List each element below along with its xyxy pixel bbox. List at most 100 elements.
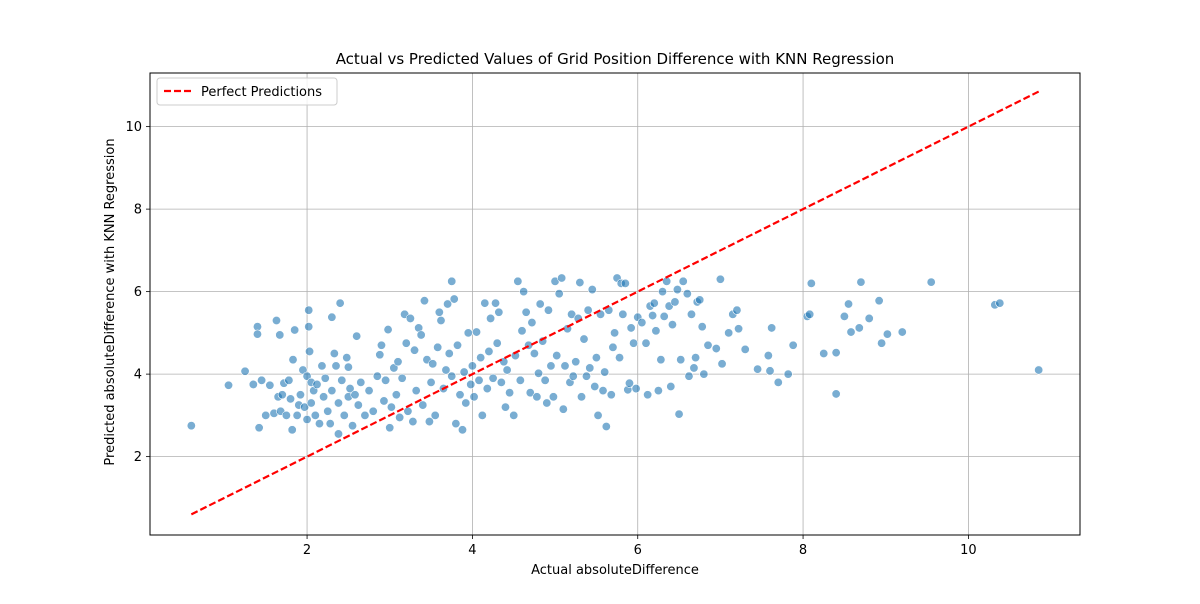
scatter-point: [653, 386, 663, 396]
scatter-point: [686, 309, 696, 319]
plot-area-frame: [149, 72, 1081, 536]
scatter-point: [648, 311, 658, 321]
scatter-point: [703, 340, 713, 350]
scatter-point: [740, 344, 750, 354]
scatter-point: [360, 410, 370, 420]
scatter-point: [831, 389, 841, 399]
scatter-point: [433, 342, 443, 352]
scatter-point: [376, 340, 386, 350]
scatter-point: [697, 322, 707, 332]
scatter-point: [449, 294, 459, 304]
scatter-point: [995, 298, 1005, 308]
scatter-point: [455, 390, 465, 400]
scatter-point: [447, 276, 457, 286]
scatter-point: [590, 381, 600, 391]
scatter-point: [275, 330, 285, 340]
scatter-point: [591, 353, 601, 363]
scatter-point: [543, 305, 553, 315]
scatter-point: [416, 330, 426, 340]
x-axis-label: Actual absoluteDifference: [531, 563, 699, 578]
scatter-point: [509, 410, 519, 420]
scatter-points: [186, 273, 1044, 439]
scatter-point: [734, 324, 744, 334]
scatter-point: [477, 410, 487, 420]
scatter-point: [598, 386, 608, 396]
scatter-point: [682, 289, 692, 299]
scatter-point: [288, 355, 298, 365]
scatter-point: [290, 325, 300, 335]
scatter-point: [286, 394, 296, 404]
scatter-point: [854, 323, 864, 333]
scatter-point: [500, 402, 510, 412]
scatter-point: [620, 278, 630, 288]
scatter-point: [353, 400, 363, 410]
scatter-point: [593, 410, 603, 420]
scatter-point: [426, 377, 436, 387]
scatter-point: [419, 296, 429, 306]
scatter-point: [325, 419, 335, 429]
scatter-point: [658, 287, 668, 297]
scatter-point: [352, 331, 362, 341]
scatter-point: [411, 386, 421, 396]
scatter-point: [568, 371, 578, 381]
scatter-point: [335, 298, 345, 308]
scatter-point: [428, 359, 438, 369]
scatter-point: [306, 398, 316, 408]
scatter-point: [254, 423, 264, 433]
scatter-point: [557, 273, 567, 283]
scatter-point: [629, 338, 639, 348]
scatter-point: [331, 361, 341, 371]
scatter-point: [519, 287, 529, 297]
scatter-point: [546, 361, 556, 371]
scatter-point: [345, 384, 355, 394]
scatter-point: [391, 390, 401, 400]
scatter-point: [601, 422, 611, 432]
scatter-point: [320, 373, 330, 383]
scatter-point: [302, 371, 312, 381]
scatter-point: [457, 425, 467, 435]
scatter-point: [670, 297, 680, 307]
y-tick-label: 6: [134, 285, 142, 300]
scatter-point: [284, 375, 294, 385]
scatter-point: [618, 309, 628, 319]
scatter-point: [295, 390, 305, 400]
scatter-point: [874, 296, 884, 306]
scatter-point: [548, 392, 558, 402]
scatter-point: [699, 369, 709, 379]
scatter-point: [659, 311, 669, 321]
y-tick-label: 8: [134, 203, 142, 218]
scatter-point: [224, 380, 234, 390]
x-tick-label: 4: [468, 543, 476, 558]
scatter-point: [287, 425, 297, 435]
scatter-point: [527, 318, 537, 328]
scatter-point: [583, 305, 593, 315]
scatter-point: [323, 406, 333, 416]
scatter-point: [480, 298, 490, 308]
scatter-point: [383, 325, 393, 335]
scatter-point: [248, 379, 258, 389]
scatter-point: [317, 361, 327, 371]
scatter-point: [434, 307, 444, 317]
scatter-point: [319, 392, 329, 402]
scatter-point: [333, 398, 343, 408]
scatter-point: [443, 299, 453, 309]
scatter-point: [535, 299, 545, 309]
legend-label: Perfect Predictions: [201, 85, 322, 100]
scatter-point: [1034, 365, 1044, 375]
scatter-point: [643, 390, 653, 400]
scatter-point: [337, 375, 347, 385]
scatter-point: [261, 410, 271, 420]
scatter-point: [571, 357, 581, 367]
scatter-point: [364, 386, 374, 396]
scatter-point: [567, 309, 577, 319]
scatter-point: [783, 369, 793, 379]
scatter-point: [624, 378, 634, 388]
scatter-point: [372, 371, 382, 381]
scatter-point: [339, 410, 349, 420]
x-tick-label: 6: [634, 543, 642, 558]
scatter-point: [314, 419, 324, 429]
scatter-point: [606, 390, 616, 400]
scatter-point: [581, 371, 591, 381]
